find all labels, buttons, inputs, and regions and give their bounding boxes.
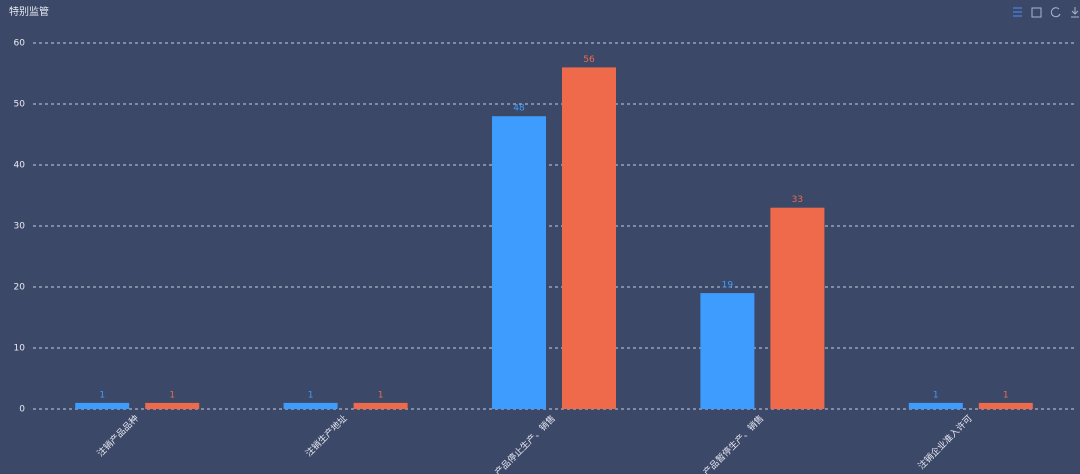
bar <box>908 402 963 409</box>
bar <box>492 116 546 409</box>
y-tick-label: 10 <box>14 344 26 354</box>
value-label: 56 <box>583 55 595 65</box>
y-tick-label: 50 <box>14 100 26 110</box>
value-label: 1 <box>169 390 175 400</box>
bar <box>770 207 825 409</box>
value-label: 19 <box>722 281 734 291</box>
chart-title: 特别监管 <box>9 5 49 18</box>
bar <box>145 402 200 409</box>
save-image-button[interactable] <box>1071 7 1079 18</box>
bar <box>700 293 755 409</box>
data-view-button[interactable] <box>1013 7 1022 17</box>
bar-switch-button[interactable] <box>1031 7 1042 18</box>
bar <box>978 402 1033 409</box>
y-tick-label: 20 <box>14 283 26 293</box>
bar <box>283 402 338 409</box>
bar <box>562 67 616 410</box>
toolbox[interactable] <box>1013 7 1079 18</box>
y-tick-label: 60 <box>14 39 26 49</box>
bar <box>75 402 130 409</box>
restore-button[interactable] <box>1050 7 1061 18</box>
value-label: 1 <box>99 390 105 400</box>
y-tick-label: 40 <box>14 161 26 171</box>
y-tick-label: 30 <box>14 222 26 232</box>
value-label: 1 <box>378 390 384 400</box>
value-label: 1 <box>308 390 314 400</box>
y-tick-label: 0 <box>19 405 25 415</box>
bar <box>353 402 408 409</box>
value-label: 1 <box>933 390 939 400</box>
value-label: 48 <box>513 104 525 114</box>
value-label: 33 <box>792 195 803 205</box>
value-label: 1 <box>1003 390 1009 400</box>
